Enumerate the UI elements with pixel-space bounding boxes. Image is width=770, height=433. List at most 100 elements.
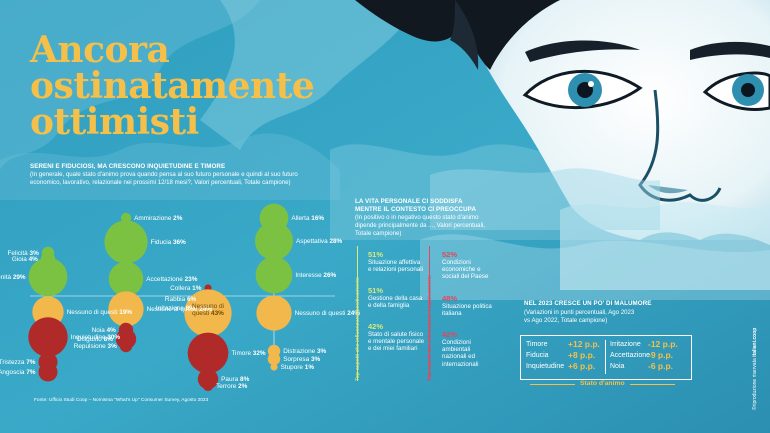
bubble-label-text: Tristezza [0,358,27,366]
text-line: sociali del Paese [442,273,489,281]
bubble-label-value: 32% [252,349,266,357]
bubble-label-value: 1% [192,284,202,292]
bubble-label-text: Stupore [280,363,305,371]
chart2-right-row: 42% Condizioni ambientali nazionali ed inte… [442,330,478,368]
bubble [256,295,292,331]
bubble-label-text: Repulsione [73,342,108,350]
bubble-label-value: 19% [119,308,133,316]
chart2-left-row: 51% Situazione affettiva e relazioni pers… [368,250,423,273]
bubble-label-text: Interesse [295,271,324,279]
chart2-left-text: Situazione affettiva e relazioni personal… [368,259,423,273]
bubble-label-value: 2% [238,382,248,390]
credit: ©riproduzione riservata italiani.coop [752,328,758,410]
bubble-label-value: 2% [173,214,183,222]
bubble-label-value: 4% [106,326,116,334]
title-line-2: ostinatamente [30,65,315,107]
bubble-label-text: Paura [221,375,241,383]
chart2-left-divider [357,246,413,381]
bubble-label: Serenità 29% [0,274,26,281]
bubble-label-text: Disgusto [76,335,104,343]
bubble-label-text: Nessuno di questi [192,303,224,317]
bubble [187,332,229,374]
bubble-label-value: 23% [184,275,198,283]
chart1-subtitle: (In generale, quale stato d'animo prova … [30,171,360,187]
bubble-label: Angoscia 7% [0,369,35,376]
chart2-right-divider [429,246,490,381]
bubble [108,291,144,327]
bubble-label: Sorpresa 3% [283,356,320,363]
bubble-label: Disgusto 8% [77,336,113,343]
text-line: ambientali [442,346,471,354]
bubble [267,352,281,366]
bubble [104,220,148,264]
chart2-right-row: 52% Condizioni economiche e sociali del Pa… [442,250,488,281]
chart2-left-text: Gestione della casa e della famiglia [368,295,422,309]
bubble-label-value: 3% [107,342,117,350]
bubble-label-text: Serenità [0,273,12,281]
bubble-label-value: 1% [304,363,315,371]
bubble [120,212,132,224]
chart3-box [520,335,692,380]
bubble-label: Nessuno di questi 24% [295,310,360,317]
page-title: Ancora ostinatamente ottimisti [30,32,330,140]
chart2-right-value: 42% [442,330,458,339]
credit-text: ©riproduzione riservata [752,358,758,410]
bubble-label-value: 36% [172,238,186,246]
chart2-heading: LA VITA PERSONALE CI SODDISFA MENTRE IL … [355,198,476,214]
chart2-left-row: 42% Stato di salute fisico e mentale pers… [368,322,424,353]
bubble-label: Repulsione 3% [74,343,117,350]
bubble-label-value: 3% [316,347,327,355]
bubble [38,362,58,382]
bubble-label-value: 7% [26,368,36,376]
chart2-subtitle-line-3: Totale campione) [355,230,402,237]
chart3-right-values: -12 p.p. -9 p.p. -6 p.p. [648,339,678,372]
chart2-right-text: Situazione politica italiana [442,303,492,317]
chart3-value: -12 p.p. [648,339,678,349]
bubble-label-text: Terrore [216,382,239,390]
bubble-label-value: 30% [107,333,121,341]
chart2-left-text: Stato di salute fisico e mentale personal… [368,331,424,353]
bubble-label: Felicità 3% [7,250,38,257]
bubble-label: Fiducia 36% [151,239,186,246]
bubble-label-value: 3% [29,249,39,257]
chart2-right-text: Condizioni ambientali nazionali ed internaz… [442,339,478,368]
bubble-label: Interesse 26% [295,272,336,279]
bubble-label-value: 16% [311,214,325,222]
chart1-subtitle-line-2: economico, lavorativo, relazionale nei p… [30,179,291,186]
bubble [197,368,219,390]
chart3-right-labels: Irritazione Accettazione Noia [610,339,650,372]
text-line: economiche e [442,266,481,274]
chart3-footer-rule-right [630,384,675,385]
bubble-label: Paura 8% [221,376,249,383]
bubble-label: Tristezza 7% [0,359,35,366]
chart2-subtitle-line-2: dipende principalmente da ..., Valori pe… [355,222,485,229]
bubble-label-value: 24% [347,309,360,317]
bubble-label-value: 24% [199,305,212,313]
bubble-label-text: Nessuno di questi [146,305,200,313]
chart3-value: +6 p.p. [568,361,596,371]
bubble-label-text: Distrazione [283,347,317,355]
bubble-label: Noia 4% [92,327,116,334]
chart3-subtitle-line-2: vs Ago 2022, Totale campione) [524,317,608,324]
chart3-value: +8 p.p. [568,350,596,360]
bubble-label-text: Angoscia [0,368,27,376]
bubble-label-text: Ammirazione [134,214,174,222]
bubble-label-text: Inquietudine [70,333,108,341]
chart2-subtitle-line-1: (In positivo o in negativo questo stato … [355,214,479,221]
bubble-label-value: 7% [26,358,36,366]
bubble-label: Timore 32% [231,350,265,357]
bubble-label-value: 8% [240,375,250,383]
bubble-label: Nessuno di questi 43% [186,303,230,317]
chart2-heading-line-1: LA VITA PERSONALE CI SODDISFA [355,198,463,205]
bubble-label-text: Nessuno di questi [66,308,120,316]
text-line: e della famiglia [368,302,410,310]
bubble-label-text: Irritazione [155,304,186,312]
bubble-label: Ammirazione 2% [134,215,182,222]
bubble-label-value: 4% [28,255,38,263]
chart2-left-value: 51% [368,250,384,259]
chart3-label: Fiducia [526,352,549,359]
text-line: italiana [442,310,462,318]
bubble-label: Stupore 1% [281,364,314,371]
bubble-label-value: 8% [103,335,113,343]
bubble-label-text: Rabbia [164,295,187,303]
